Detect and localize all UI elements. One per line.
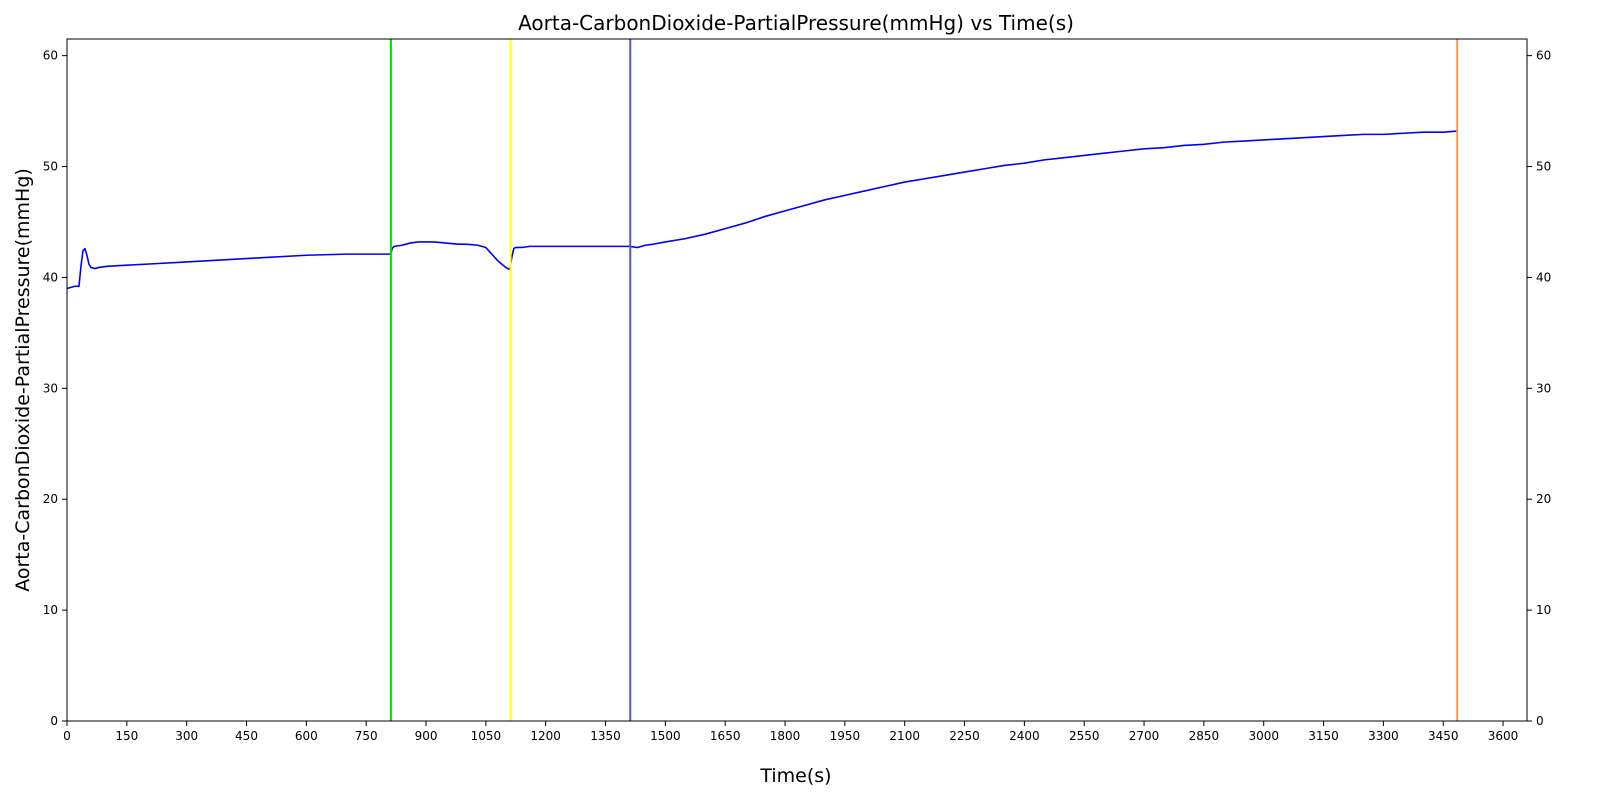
y-tick-label-left: 20	[43, 492, 58, 506]
x-tick-label: 1650	[710, 729, 741, 743]
x-tick-label: 1200	[530, 729, 561, 743]
x-tick-label: 0	[63, 729, 71, 743]
x-tick-label: 1050	[471, 729, 502, 743]
x-tick-label: 300	[175, 729, 198, 743]
plot-frame	[66, 38, 1528, 722]
y-tick-label-right: 0	[1536, 714, 1544, 728]
x-tick-label: 1500	[650, 729, 681, 743]
x-tick-label: 1950	[830, 729, 861, 743]
y-tick-label-right: 30	[1536, 381, 1551, 395]
x-tick-label: 2700	[1129, 729, 1160, 743]
x-tick-label: 900	[415, 729, 438, 743]
y-tick-label-right: 40	[1536, 270, 1551, 284]
y-tick-label-left: 40	[43, 270, 58, 284]
y-tick-label-left: 30	[43, 381, 58, 395]
x-tick-label: 3300	[1368, 729, 1399, 743]
plot-area: 0 150 300 450 600 750 900 1050 1200 1350 1500 1650 1…	[43, 38, 1551, 743]
x-tick-label: 2250	[949, 729, 980, 743]
y-tick-label-left: 0	[50, 714, 58, 728]
x-tick-label: 1350	[590, 729, 621, 743]
x-tick-label: 3450	[1428, 729, 1459, 743]
x-tick-label: 2550	[1069, 729, 1100, 743]
x-axis-title: Time(s)	[759, 765, 831, 787]
y-tick-label-right: 60	[1536, 49, 1551, 63]
x-tick-label: 150	[115, 729, 138, 743]
x-tick-label: 2400	[1009, 729, 1040, 743]
x-tick-label: 450	[235, 729, 258, 743]
series-line-0	[66, 130, 1458, 290]
y-axis-title: Aorta-CarbonDioxide-PartialPressure(mmHg…	[12, 168, 34, 592]
x-tick-label: 2850	[1189, 729, 1220, 743]
x-tick-label: 2100	[889, 729, 920, 743]
chart-title: Aorta-CarbonDioxide-PartialPressure(mmHg…	[518, 11, 1074, 35]
x-tick-label: 750	[355, 729, 378, 743]
x-tick-label: 600	[295, 729, 318, 743]
x-tick-label: 1800	[770, 729, 801, 743]
y-tick-label-left: 60	[43, 49, 58, 63]
x-tick-label: 3000	[1248, 729, 1279, 743]
x-tick-label: 3150	[1308, 729, 1339, 743]
y-tick-label-right: 20	[1536, 492, 1551, 506]
y-tick-label-right: 50	[1536, 160, 1551, 174]
y-tick-label-left: 50	[43, 160, 58, 174]
y-tick-label-left: 10	[43, 603, 58, 617]
x-tick-label: 3600	[1488, 729, 1519, 743]
y-tick-label-right: 10	[1536, 603, 1551, 617]
